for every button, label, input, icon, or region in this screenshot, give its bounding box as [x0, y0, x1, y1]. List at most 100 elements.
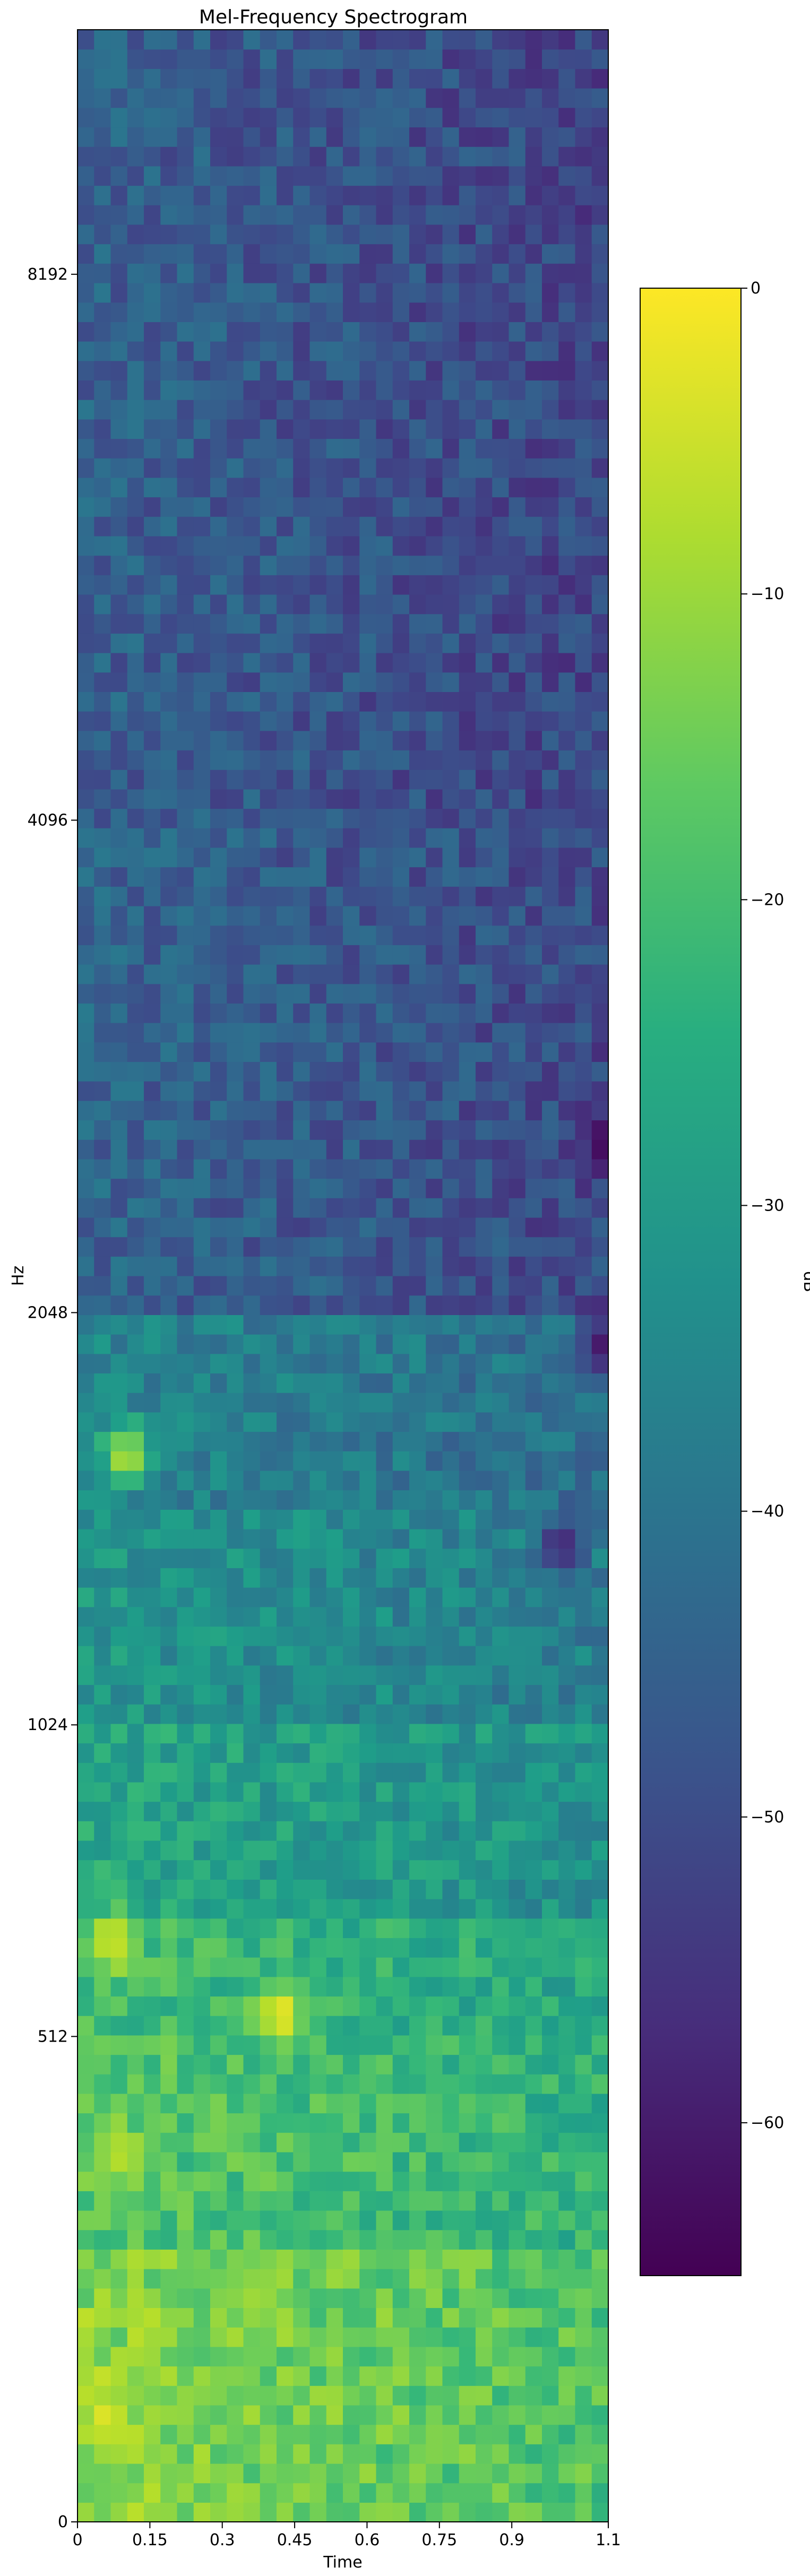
heatmap-cell: [144, 926, 161, 945]
heatmap-cell: [127, 380, 144, 400]
heatmap-cell: [492, 1587, 509, 1607]
heatmap-cell: [592, 419, 609, 439]
heatmap-cell: [94, 166, 111, 186]
heatmap-cell: [293, 224, 310, 244]
heatmap-cell: [77, 614, 94, 634]
heatmap-cell: [127, 1646, 144, 1665]
heatmap-cell: [293, 2016, 310, 2035]
heatmap-cell: [476, 2425, 493, 2444]
heatmap-cell: [244, 2483, 261, 2503]
heatmap-cell: [77, 1860, 94, 1880]
heatmap-cell: [393, 1334, 410, 1354]
heatmap-cell: [459, 516, 476, 536]
heatmap-cell: [426, 711, 443, 731]
heatmap-cell: [426, 244, 443, 264]
heatmap-cell: [177, 1938, 194, 1957]
heatmap-cell: [293, 1023, 310, 1042]
heatmap-cell: [476, 594, 493, 614]
heatmap-cell: [509, 1879, 526, 1899]
heatmap-cell: [542, 1762, 559, 1782]
heatmap-cell: [492, 2327, 509, 2347]
heatmap-cell: [144, 789, 161, 809]
heatmap-cell: [509, 2152, 526, 2172]
heatmap-cell: [77, 750, 94, 770]
heatmap-cell: [94, 1393, 111, 1412]
heatmap-cell: [509, 1237, 526, 1257]
heatmap-cell: [77, 1081, 94, 1101]
heatmap-cell: [359, 2327, 376, 2347]
heatmap-cell: [459, 108, 476, 127]
heatmap-cell: [260, 1276, 277, 1295]
heatmap-cell: [426, 1393, 443, 1412]
heatmap-cell: [260, 1549, 277, 1568]
heatmap-cell: [492, 984, 509, 1004]
heatmap-cell: [343, 186, 360, 205]
heatmap-cell: [443, 848, 460, 867]
heatmap-cell: [160, 2230, 177, 2250]
heatmap-cell: [525, 536, 542, 556]
heatmap-cell: [443, 2425, 460, 2444]
heatmap-cell: [443, 1860, 460, 1880]
heatmap-cell: [343, 1646, 360, 1665]
heatmap-cell: [592, 1412, 609, 1432]
heatmap-cell: [376, 2230, 393, 2250]
heatmap-cell: [144, 1315, 161, 1334]
heatmap-cell: [492, 2172, 509, 2191]
heatmap-cell: [443, 2444, 460, 2463]
heatmap-cell: [194, 186, 211, 205]
heatmap-cell: [260, 556, 277, 575]
heatmap-cell: [426, 1237, 443, 1257]
heatmap-cell: [293, 964, 310, 984]
colorbar-tick-label: −30: [751, 1196, 784, 1215]
heatmap-cell: [94, 2425, 111, 2444]
heatmap-cell: [459, 575, 476, 594]
heatmap-cell: [111, 1023, 128, 1042]
heatmap-cell: [459, 653, 476, 672]
heatmap-cell: [177, 731, 194, 750]
heatmap-cell: [194, 205, 211, 224]
heatmap-cell: [509, 886, 526, 906]
heatmap-cell: [476, 2327, 493, 2347]
heatmap-cell: [558, 1996, 575, 2016]
heatmap-cell: [293, 2444, 310, 2463]
heatmap-cell: [575, 1295, 592, 1315]
heatmap-cell: [542, 1646, 559, 1665]
heatmap-cell: [111, 1412, 128, 1432]
heatmap-cell: [260, 867, 277, 887]
heatmap-cell: [575, 1646, 592, 1665]
heatmap-cell: [326, 1451, 343, 1471]
heatmap-cell: [127, 1139, 144, 1159]
heatmap-cell: [525, 166, 542, 186]
heatmap-cell: [575, 1996, 592, 2016]
heatmap-cell: [111, 1724, 128, 1743]
heatmap-cell: [310, 2425, 327, 2444]
heatmap-cell: [509, 2405, 526, 2425]
heatmap-cell: [558, 1295, 575, 1315]
heatmap-cell: [260, 2074, 277, 2094]
heatmap-cell: [260, 1354, 277, 1373]
heatmap-cell: [177, 867, 194, 887]
heatmap-cell: [492, 1938, 509, 1957]
heatmap-cell: [310, 964, 327, 984]
heatmap-cell: [542, 2191, 559, 2210]
heatmap-cell: [542, 2483, 559, 2503]
heatmap-cell: [359, 380, 376, 400]
heatmap-cell: [459, 1802, 476, 1821]
heatmap-cell: [260, 1509, 277, 1529]
heatmap-cell: [592, 1237, 609, 1257]
heatmap-cell: [558, 926, 575, 945]
heatmap-cell: [376, 2405, 393, 2425]
heatmap-cell: [426, 1432, 443, 1451]
x-axis: 0 0.15 0.3 0.45 0.6 0.75 0.9 1.1: [72, 2522, 621, 2549]
heatmap-cell: [160, 1432, 177, 1451]
heatmap-cell: [525, 1334, 542, 1354]
heatmap-cell: [376, 1802, 393, 1821]
heatmap-cell: [94, 380, 111, 400]
heatmap-cell: [277, 614, 294, 634]
heatmap-cell: [426, 1646, 443, 1665]
heatmap-cell: [359, 186, 376, 205]
heatmap-cell: [575, 2249, 592, 2269]
heatmap-cell: [194, 88, 211, 108]
heatmap-cell: [77, 361, 94, 381]
heatmap-cell: [575, 984, 592, 1004]
